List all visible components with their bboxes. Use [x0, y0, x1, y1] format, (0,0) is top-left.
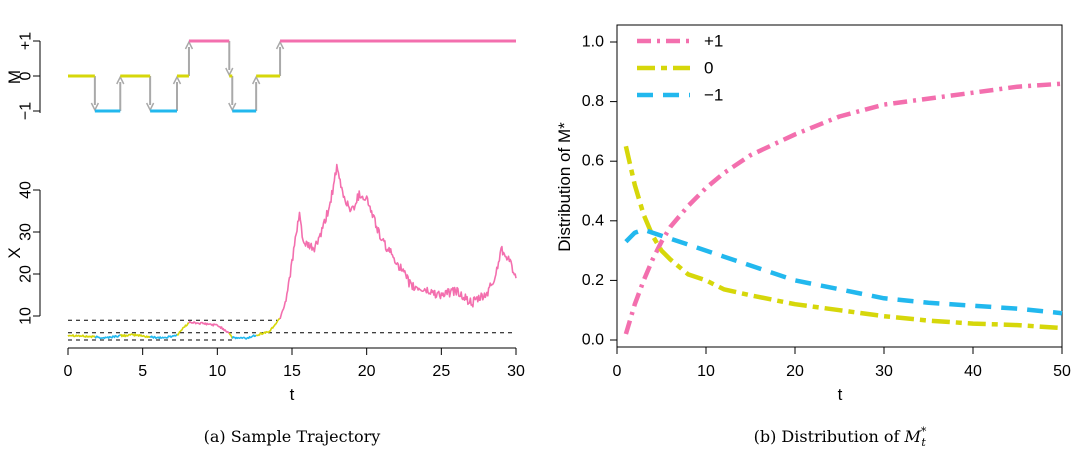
- m-y-tick-label: 0: [18, 71, 35, 80]
- distribution-x-label: t: [838, 385, 843, 404]
- legend-label-minus1: −1: [704, 86, 723, 105]
- x-y-tick-label: 10: [18, 307, 35, 325]
- x-y-tick-label: 20: [18, 265, 35, 283]
- legend-label-plus1: +1: [704, 32, 723, 51]
- series-line-plus1: [623, 81, 1063, 335]
- dist-x-tick-label: 40: [964, 363, 982, 380]
- distribution-y-label: Distribution of M*: [555, 122, 574, 252]
- dist-x-tick-label: 10: [697, 363, 715, 380]
- jump-arrow-head: [275, 40, 285, 50]
- x-x-tick-label: 10: [208, 363, 226, 380]
- x-y-tick-label: 40: [18, 181, 35, 199]
- distribution-plot-box: [616, 24, 1063, 348]
- series-line-minus1: [624, 227, 1063, 316]
- legend-label-zero: 0: [704, 59, 713, 78]
- x-path-segment: [231, 334, 257, 340]
- x-path-segment: [149, 333, 178, 340]
- caption-b-sub: t: [921, 436, 926, 449]
- x-y-tick-label: 30: [18, 223, 35, 241]
- caption-b-sup: *: [921, 425, 927, 438]
- x-path-segment: [120, 333, 151, 338]
- m-axis-label: M: [5, 70, 24, 84]
- x-path-segment: [188, 320, 230, 334]
- dist-x-tick-label: 30: [875, 363, 893, 380]
- x-path-segment: [256, 317, 281, 337]
- dist-y-tick-label: 0.4: [582, 212, 604, 229]
- m-y-tick-label: +1: [18, 32, 35, 50]
- caption-b: (b) Distribution of M* t: [754, 425, 927, 449]
- jump-arrow-head: [145, 102, 155, 112]
- m-regime-plot: −1 0 +1 M: [5, 32, 516, 120]
- dist-y-tick-label: 0.2: [582, 272, 604, 289]
- x-axis-x-label: t: [290, 385, 295, 404]
- dist-y-tick-label: 1.0: [582, 34, 604, 51]
- x-x-tick-label: 30: [507, 363, 525, 380]
- dist-x-tick-label: 20: [786, 363, 804, 380]
- dist-y-tick-label: 0.8: [582, 93, 604, 110]
- caption-b-prefix: (b) Distribution of: [754, 427, 905, 446]
- dist-x-tick-label: 0: [613, 363, 622, 380]
- x-x-tick-label: 5: [138, 363, 147, 380]
- x-path-segment: [67, 334, 96, 339]
- x-path-plot: 10 20 30 40 0 5 10 15 20 25 30 X t: [5, 163, 525, 404]
- distribution-plot: 0.0 0.2 0.4 0.6 0.8 1.0 0 10 20 30 40 50 +1 0 −1 Dist…: [555, 24, 1071, 404]
- x-x-tick-label: 20: [358, 363, 376, 380]
- x-path-segment: [94, 334, 121, 340]
- dist-y-tick-label: 0.0: [582, 332, 604, 349]
- dist-y-tick-label: 0.6: [582, 153, 604, 170]
- x-x-tick-label: 25: [432, 363, 450, 380]
- x-axis-y-label: X: [5, 247, 24, 258]
- x-path-segment: [176, 322, 189, 336]
- x-x-tick-label: 15: [283, 363, 301, 380]
- m-y-tick-label: −1: [18, 102, 35, 120]
- jump-arrow-head: [172, 75, 182, 85]
- x-x-tick-label: 0: [64, 363, 73, 380]
- dist-x-tick-label: 50: [1053, 363, 1071, 380]
- x-path-segment: [279, 163, 517, 320]
- x-path-segment: [228, 332, 234, 339]
- caption-b-var: M: [904, 427, 922, 446]
- caption-a: (a) Sample Trajectory: [204, 427, 381, 446]
- series-line-zero: [623, 145, 1063, 331]
